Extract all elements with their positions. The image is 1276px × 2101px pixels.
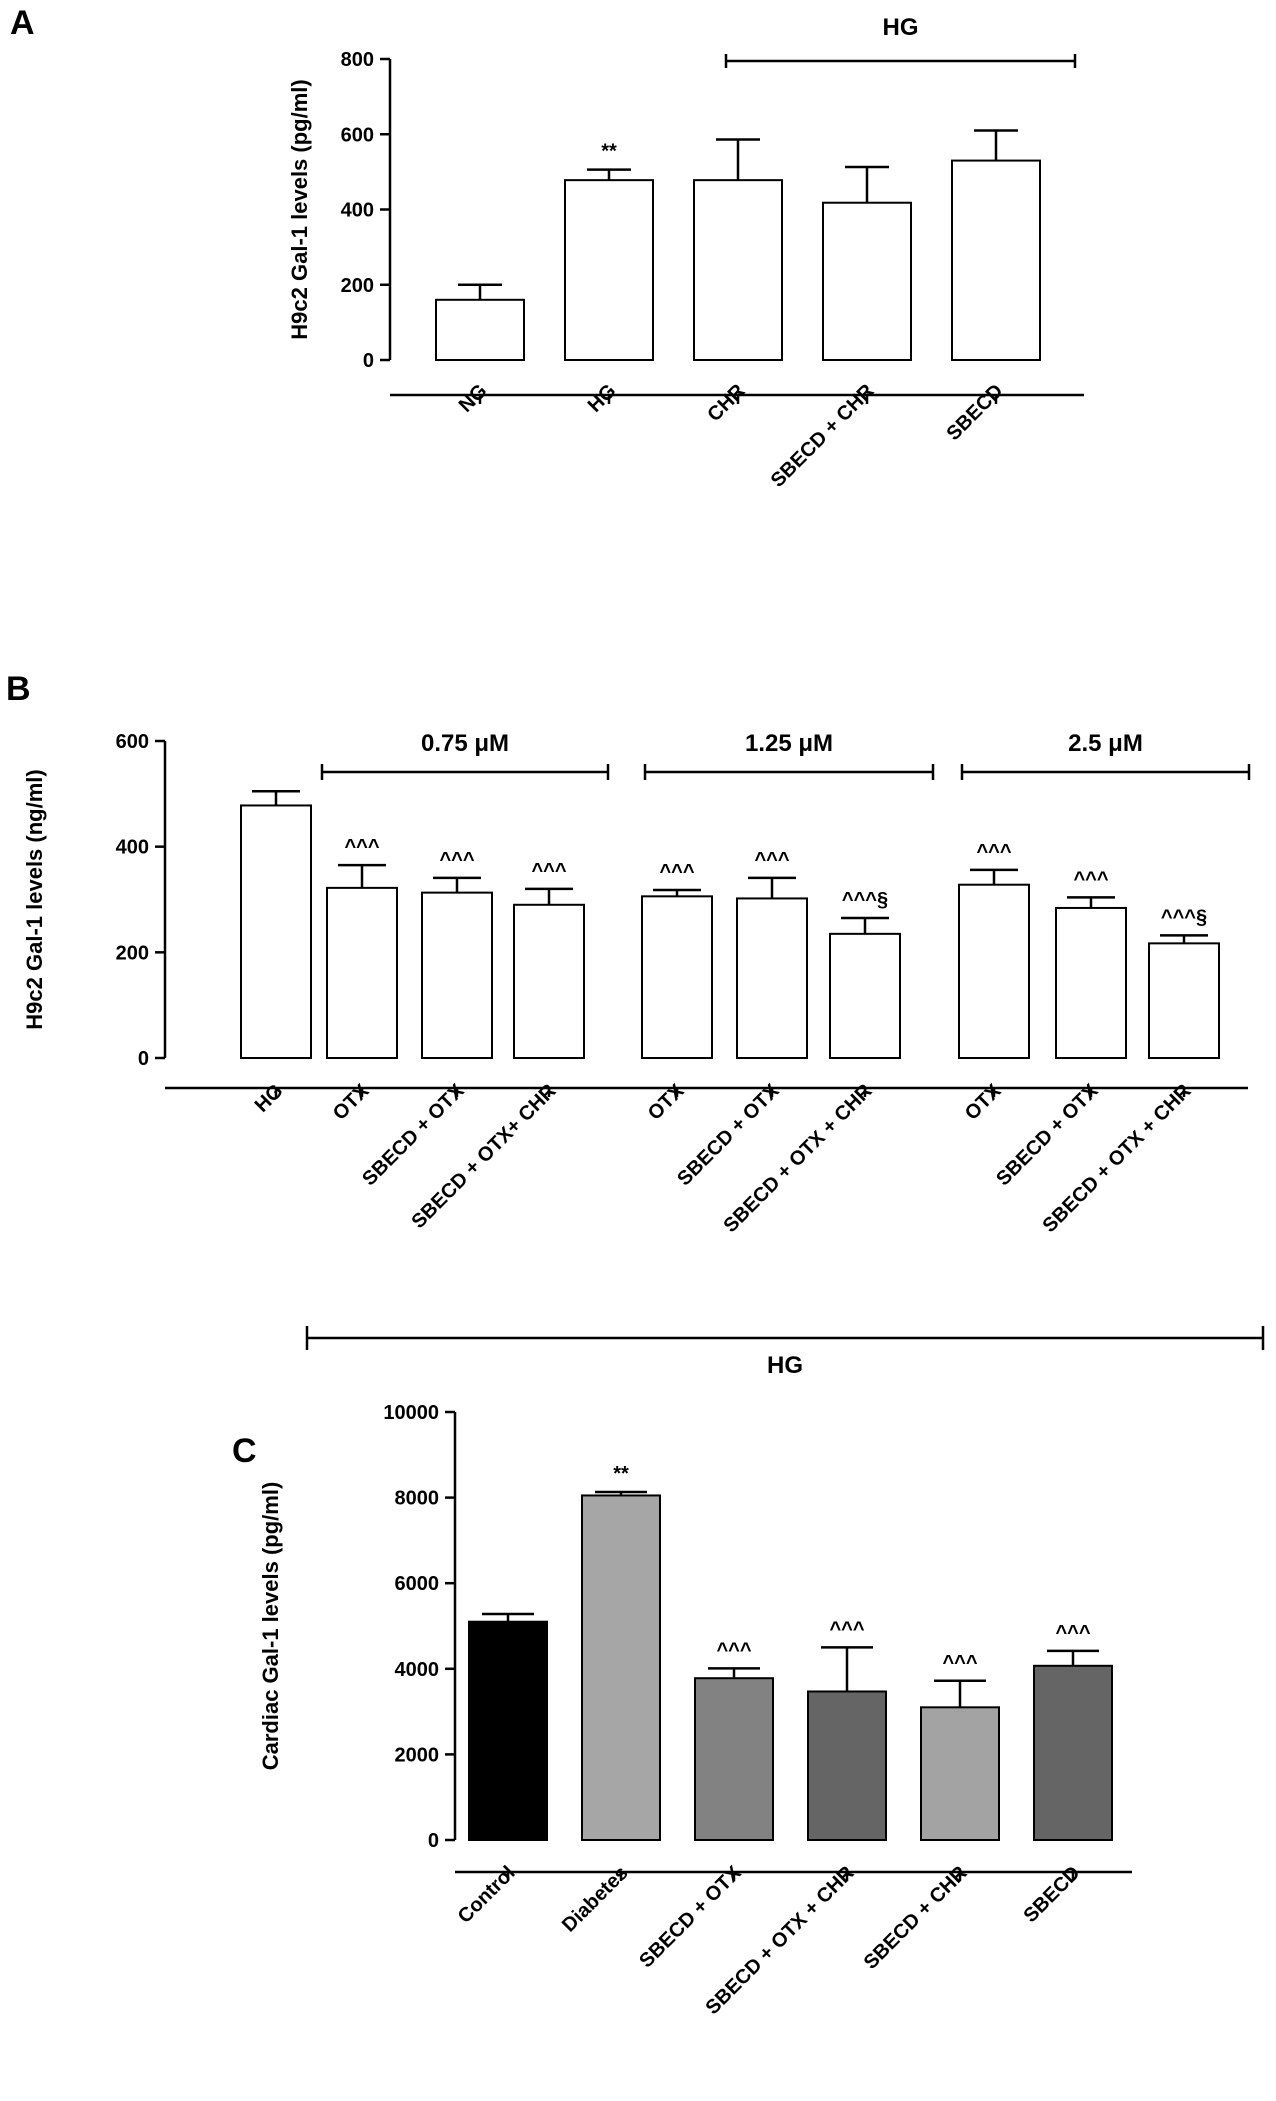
significance-label: ^^^	[1073, 868, 1108, 890]
bar	[958, 883, 1030, 1059]
bar	[1148, 942, 1220, 1060]
bar	[326, 886, 398, 1059]
hg-bottom-bracket-label: HG	[767, 1352, 803, 1379]
significance-label: ^^^§	[842, 889, 888, 911]
bar	[468, 1620, 548, 1841]
category-label: SBECD + CHR	[860, 1862, 972, 1974]
y-tick-label: 600	[341, 124, 374, 146]
category-label: SBECD + OTX + CHR	[1039, 1080, 1196, 1237]
bar	[807, 1690, 887, 1842]
y-tick-label: 0	[363, 350, 374, 372]
significance-label: ^^^	[754, 849, 789, 871]
bar	[513, 903, 585, 1059]
bar	[1055, 906, 1127, 1059]
bar	[951, 159, 1041, 361]
category-label: OTX	[329, 1080, 374, 1125]
bar	[421, 891, 493, 1059]
category-label: OTX	[644, 1080, 689, 1125]
y-tick-label: 400	[341, 200, 374, 222]
significance-label: ^^^	[659, 861, 694, 883]
category-label: NG	[455, 380, 492, 417]
category-label: OTX	[961, 1080, 1006, 1125]
y-tick-label: 10000	[383, 1402, 439, 1424]
significance-label: ^^^	[1055, 1622, 1090, 1644]
significance-label: ^^^	[344, 836, 379, 858]
significance-label: ^^^	[942, 1652, 977, 1674]
category-label: SBECD + CHR	[767, 380, 879, 492]
bar	[581, 1494, 661, 1841]
significance-label: ^^^	[976, 841, 1011, 863]
panel-letter-a: A	[10, 4, 35, 42]
significance-label: ^^^	[531, 860, 566, 882]
group-bracket-label: 1.25 μM	[745, 730, 833, 757]
bar	[736, 897, 808, 1060]
bar	[564, 179, 654, 361]
y-tick-label: 4000	[395, 1659, 440, 1681]
y-axis-title: Cardiac Gal-1 levels (pg/ml)	[258, 1482, 283, 1771]
y-axis-title: H9c2 Gal-1 levels (pg/ml)	[287, 79, 312, 339]
significance-label: **	[613, 1463, 629, 1485]
bar	[641, 895, 713, 1060]
chart-panel-c: 0 2000 4000 6000 8000 10000 Cardiac Gal-1 leve…	[258, 1402, 1132, 2019]
panel-letter-c: C	[232, 1432, 257, 1470]
bar	[693, 179, 783, 361]
significance-label: **	[601, 141, 617, 163]
significance-label: ^^^	[439, 849, 474, 871]
group-bracket-label: HG	[883, 14, 919, 41]
bar	[240, 804, 312, 1059]
bar	[435, 298, 525, 361]
category-label: SBECD + OTX + CHR	[720, 1080, 877, 1237]
bar	[920, 1706, 1000, 1841]
category-label: SBECD + OTX	[635, 1862, 746, 1973]
y-tick-label: 400	[116, 837, 149, 859]
y-tick-label: 600	[116, 731, 149, 753]
y-tick-label: 2000	[395, 1744, 440, 1766]
significance-label: ^^^§	[1161, 906, 1207, 928]
chart-panel-b: 0 200 400 600 H9c2 Gal-1 levels (ng/ml) HG ^^^…	[22, 730, 1265, 1379]
significance-label: ^^^	[829, 1618, 864, 1640]
bar	[829, 932, 901, 1060]
category-label: HG	[584, 380, 621, 417]
y-tick-label: 8000	[395, 1488, 440, 1510]
bar	[1033, 1664, 1113, 1841]
category-label: CHR	[703, 380, 750, 427]
y-tick-label: 800	[341, 49, 374, 71]
y-tick-label: 0	[138, 1048, 149, 1070]
y-tick-label: 0	[428, 1830, 439, 1852]
y-tick-label: 200	[341, 275, 374, 297]
chart-panel-a: 0 200 400 600 800 H9c2 Gal-1 levels (pg/ml) NG…	[287, 14, 1084, 492]
panel-letter-b: B	[6, 670, 31, 708]
bar	[822, 201, 912, 361]
y-axis-title: H9c2 Gal-1 levels (ng/ml)	[22, 769, 47, 1029]
significance-label: ^^^	[716, 1639, 751, 1661]
y-tick-label: 6000	[395, 1573, 440, 1595]
group-bracket-label: 0.75 μM	[421, 730, 509, 757]
group-bracket-label: 2.5 μM	[1068, 730, 1143, 757]
category-label: SBECD	[942, 380, 1007, 445]
category-label: HG	[251, 1080, 288, 1117]
y-tick-label: 200	[116, 942, 149, 964]
bar	[694, 1677, 774, 1841]
